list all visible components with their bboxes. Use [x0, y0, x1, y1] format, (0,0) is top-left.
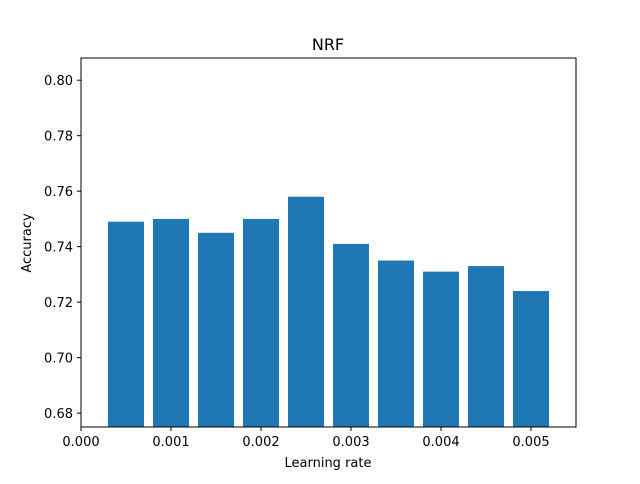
bar-9 [468, 266, 504, 427]
x-tick-label: 0.000 [62, 435, 99, 450]
bar-10 [513, 291, 549, 427]
bar-8 [423, 271, 459, 427]
plot-area-frame [80, 57, 577, 428]
y-axis-ticks: 0.68 0.70 0.72 0.74 0.76 0.78 0.80 [44, 74, 81, 422]
y-tick-label: 0.72 [44, 296, 73, 311]
x-tick-label: 0.004 [422, 435, 459, 450]
y-axis-label: Accuracy [20, 213, 35, 273]
y-tick-label: 0.74 [44, 241, 73, 256]
chart-title: NRF [312, 35, 344, 54]
x-tick-label: 0.005 [512, 435, 549, 450]
bar-3 [198, 232, 234, 427]
y-tick-label: 0.68 [44, 407, 73, 422]
x-axis-label: Learning rate [285, 456, 372, 471]
y-tick-label: 0.80 [44, 74, 73, 89]
y-tick-label: 0.76 [44, 185, 73, 200]
x-tick-label: 0.002 [242, 435, 279, 450]
x-axis-ticks: 0.000 0.001 0.002 0.003 0.004 0.005 [62, 427, 550, 450]
bar-2 [153, 218, 189, 427]
bar-7 [378, 260, 414, 427]
y-tick-label: 0.70 [44, 352, 73, 367]
bars-group [108, 196, 549, 427]
x-tick-label: 0.003 [332, 435, 369, 450]
y-tick-label: 0.78 [44, 130, 73, 145]
x-tick-label: 0.001 [152, 435, 189, 450]
bar-5 [288, 196, 324, 427]
bar-4 [243, 218, 279, 427]
bar-6 [333, 243, 369, 427]
bar-1 [108, 221, 144, 427]
